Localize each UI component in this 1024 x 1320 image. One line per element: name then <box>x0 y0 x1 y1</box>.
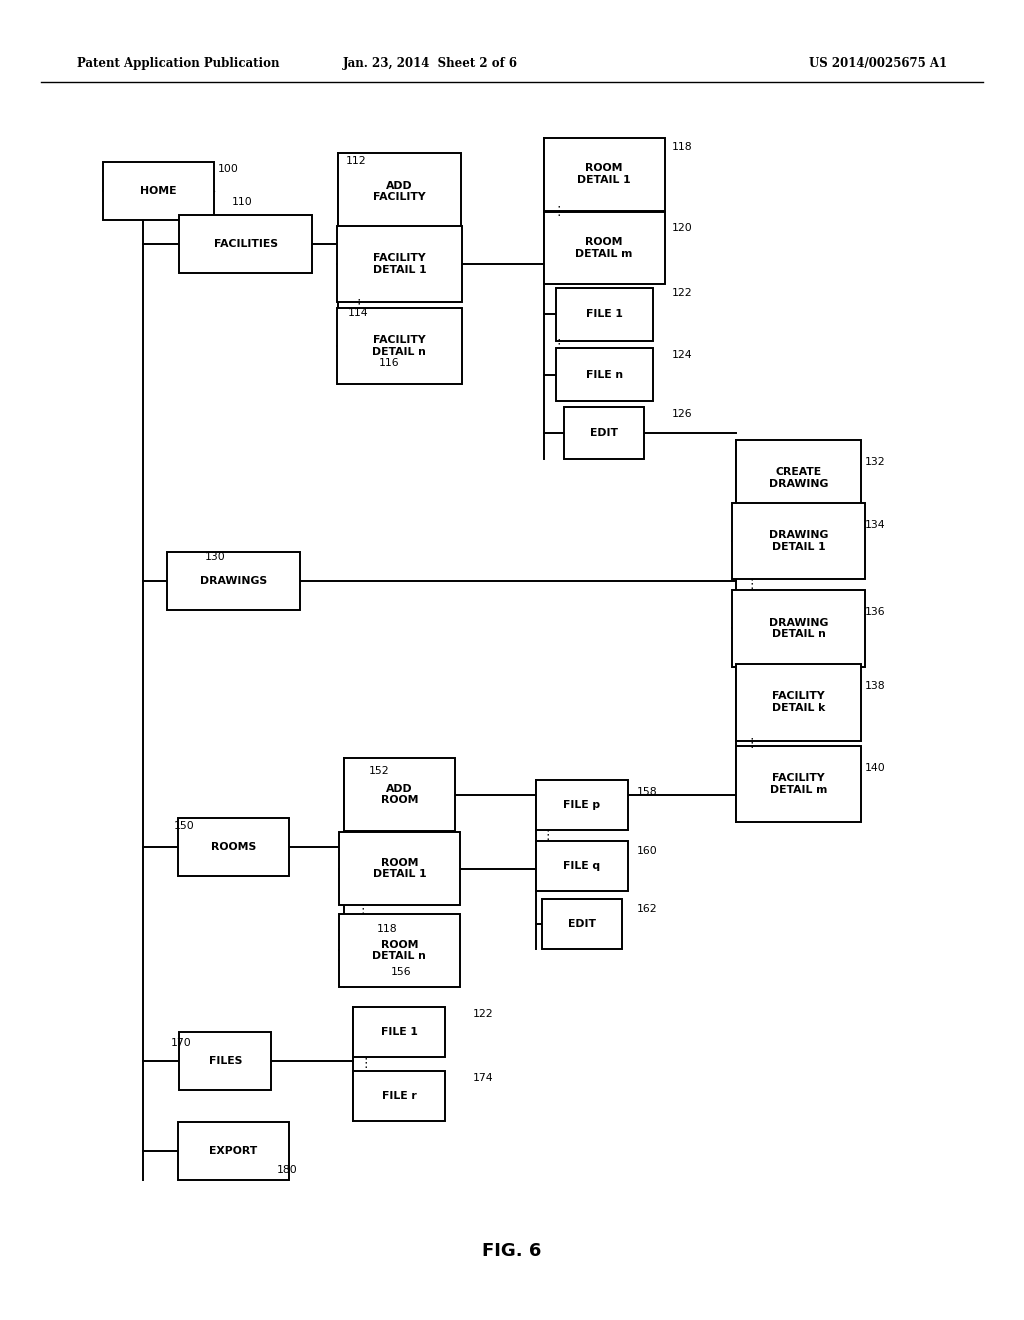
Bar <box>167 552 300 610</box>
Text: 138: 138 <box>865 681 886 692</box>
Text: EDIT: EDIT <box>590 428 618 438</box>
Text: FACILITY
DETAIL 1: FACILITY DETAIL 1 <box>373 253 426 275</box>
Text: 124: 124 <box>672 350 692 360</box>
Text: 126: 126 <box>672 409 692 420</box>
Bar <box>736 746 861 822</box>
Text: FILE p: FILE p <box>563 800 600 810</box>
Bar <box>555 348 653 401</box>
Text: FILE 1: FILE 1 <box>381 1027 418 1038</box>
Text: 150: 150 <box>174 821 195 832</box>
Text: ADD
ROOM: ADD ROOM <box>381 784 418 805</box>
Text: FILES: FILES <box>209 1056 242 1067</box>
Text: ROOM
DETAIL 1: ROOM DETAIL 1 <box>578 164 631 185</box>
Text: 160: 160 <box>637 846 657 857</box>
Text: 116: 116 <box>379 358 399 368</box>
Text: 100: 100 <box>218 164 239 174</box>
Text: ⋮: ⋮ <box>745 737 758 750</box>
Text: ⋮: ⋮ <box>356 903 369 916</box>
Text: ⋮: ⋮ <box>553 205 565 218</box>
Text: 122: 122 <box>473 1008 494 1019</box>
Text: 180: 180 <box>276 1164 297 1175</box>
Text: ⋮: ⋮ <box>359 1057 372 1071</box>
Bar <box>179 1032 271 1090</box>
Text: 174: 174 <box>473 1073 494 1084</box>
Bar <box>564 407 644 459</box>
Text: HOME: HOME <box>140 186 177 197</box>
Text: FIG. 6: FIG. 6 <box>482 1242 542 1261</box>
Bar <box>542 899 622 949</box>
Bar <box>732 590 865 667</box>
Text: 122: 122 <box>672 288 692 298</box>
Text: EXPORT: EXPORT <box>209 1146 258 1156</box>
Text: 170: 170 <box>171 1038 191 1048</box>
Text: DRAWINGS: DRAWINGS <box>200 576 267 586</box>
Text: EDIT: EDIT <box>567 919 596 929</box>
Text: DRAWING
DETAIL n: DRAWING DETAIL n <box>769 618 828 639</box>
Text: 156: 156 <box>391 966 412 977</box>
Text: 118: 118 <box>377 924 397 935</box>
Text: FACILITY
DETAIL k: FACILITY DETAIL k <box>772 692 825 713</box>
Text: 162: 162 <box>637 904 657 915</box>
Text: 114: 114 <box>348 308 369 318</box>
Bar <box>536 780 628 830</box>
Bar <box>736 664 861 741</box>
Text: ⋮: ⋮ <box>745 578 758 591</box>
Bar <box>339 833 460 906</box>
Text: FACILITY
DETAIL n: FACILITY DETAIL n <box>373 335 426 356</box>
Bar <box>353 1071 445 1121</box>
Text: 118: 118 <box>672 141 692 152</box>
Bar <box>178 1122 289 1180</box>
Text: ROOM
DETAIL m: ROOM DETAIL m <box>575 238 633 259</box>
Text: 140: 140 <box>865 763 886 774</box>
Text: US 2014/0025675 A1: US 2014/0025675 A1 <box>809 57 947 70</box>
Text: 130: 130 <box>205 552 225 562</box>
Text: 120: 120 <box>672 223 692 234</box>
Bar <box>544 211 665 284</box>
Bar <box>339 913 460 987</box>
Text: 158: 158 <box>637 787 657 797</box>
Bar <box>555 288 653 341</box>
Text: 134: 134 <box>865 520 886 531</box>
Text: ⋮: ⋮ <box>553 338 565 351</box>
Text: ROOM
DETAIL n: ROOM DETAIL n <box>373 940 426 961</box>
Text: FILE n: FILE n <box>586 370 623 380</box>
Bar <box>544 137 665 210</box>
Text: DRAWING
DETAIL 1: DRAWING DETAIL 1 <box>769 531 828 552</box>
Bar <box>178 818 289 876</box>
Text: 132: 132 <box>865 457 886 467</box>
Text: 112: 112 <box>346 156 367 166</box>
Text: FILE 1: FILE 1 <box>586 309 623 319</box>
Text: ⋮: ⋮ <box>542 829 554 842</box>
Text: 152: 152 <box>369 766 389 776</box>
Text: ⋮: ⋮ <box>352 298 365 312</box>
Bar <box>736 440 861 516</box>
Text: ROOM
DETAIL 1: ROOM DETAIL 1 <box>373 858 426 879</box>
Text: FILE r: FILE r <box>382 1090 417 1101</box>
Bar <box>337 226 462 302</box>
Bar <box>536 841 628 891</box>
Bar <box>103 162 214 220</box>
Bar <box>344 758 455 832</box>
Text: ADD
FACILITY: ADD FACILITY <box>373 181 426 202</box>
Bar <box>337 308 462 384</box>
Bar <box>338 153 461 230</box>
Text: FACILITY
DETAIL m: FACILITY DETAIL m <box>770 774 827 795</box>
Text: FACILITIES: FACILITIES <box>214 239 278 249</box>
Bar <box>732 503 865 579</box>
Bar <box>179 215 312 273</box>
Text: ROOMS: ROOMS <box>211 842 256 853</box>
Text: 110: 110 <box>231 197 252 207</box>
Bar <box>353 1007 445 1057</box>
Text: CREATE
DRAWING: CREATE DRAWING <box>769 467 828 488</box>
Text: 136: 136 <box>865 607 886 618</box>
Text: Patent Application Publication: Patent Application Publication <box>77 57 280 70</box>
Text: FILE q: FILE q <box>563 861 600 871</box>
Text: Jan. 23, 2014  Sheet 2 of 6: Jan. 23, 2014 Sheet 2 of 6 <box>343 57 517 70</box>
